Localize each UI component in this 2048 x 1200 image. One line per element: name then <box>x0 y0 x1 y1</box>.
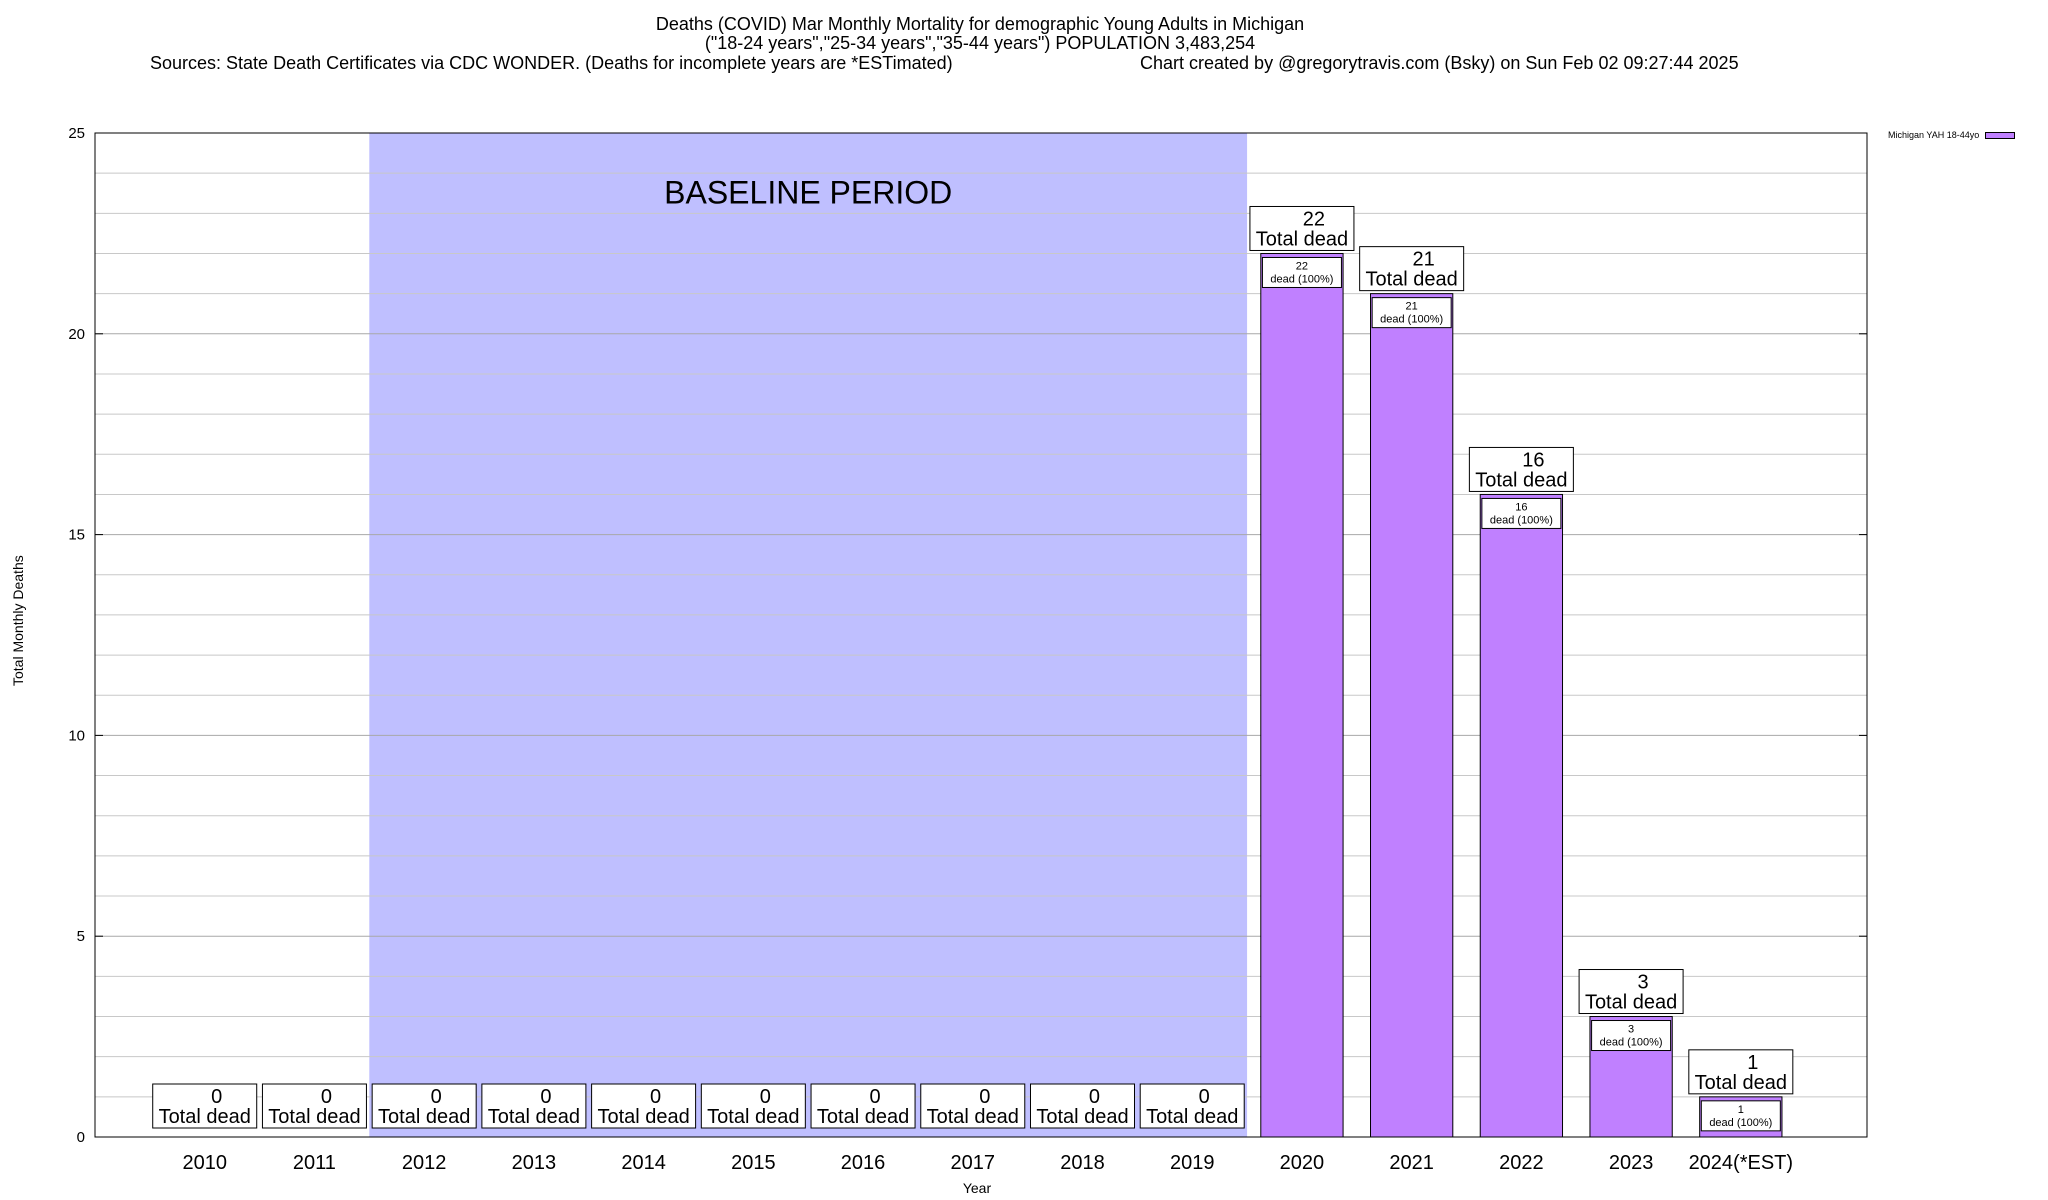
total-label: Total dead <box>1585 992 1677 1014</box>
total-count: 0 <box>431 1086 442 1108</box>
chart-source-note: Sources: State Death Certificates via CD… <box>150 53 953 73</box>
total-label: Total dead <box>1475 469 1567 491</box>
total-count: 0 <box>1199 1086 1210 1108</box>
y-tick-label: 20 <box>68 326 85 343</box>
y-tick-label: 5 <box>77 928 85 945</box>
total-count: 0 <box>650 1086 661 1108</box>
x-tick-label: 2017 <box>951 1152 996 1174</box>
legend-label: Michigan YAH 18-44yo <box>1888 130 1980 140</box>
total-count: 1 <box>1747 1052 1758 1074</box>
total-label-box <box>1468 446 1574 492</box>
total-label: Total dead <box>378 1106 470 1128</box>
total-label: Total dead <box>1036 1106 1128 1128</box>
total-label-box <box>261 1083 367 1129</box>
total-label: Total dead <box>1366 269 1458 291</box>
total-label: Total dead <box>1256 228 1348 250</box>
legend: Michigan YAH 18-44yo <box>1888 130 2016 140</box>
bar <box>1479 493 1564 1138</box>
total-count: 0 <box>321 1086 332 1108</box>
baseline-region <box>369 133 1248 1137</box>
x-tick-label: 2016 <box>841 1152 886 1174</box>
x-tick-label: 2012 <box>402 1152 447 1174</box>
total-label-box <box>591 1083 697 1129</box>
total-label-box <box>152 1083 258 1129</box>
x-axis-label: Year <box>962 1180 992 1196</box>
x-tick-label: 2014 <box>621 1152 666 1174</box>
legend-swatch <box>1985 132 2016 140</box>
total-label: Total dead <box>707 1106 799 1128</box>
total-count: 16 <box>1522 449 1544 471</box>
total-label-box <box>371 1083 477 1129</box>
bar-inner-count: 22 <box>1296 260 1308 272</box>
chart-title-line-2: ("18-24 years","25-34 years","35-44 year… <box>704 33 1256 53</box>
total-label-box <box>1029 1083 1135 1129</box>
bar-inner-label-box <box>1371 297 1452 329</box>
total-count: 3 <box>1638 972 1649 994</box>
plot-frame <box>94 132 1868 1138</box>
y-tick-label: 15 <box>68 527 85 544</box>
total-count: 0 <box>869 1086 880 1108</box>
bar-inner-label-box <box>1481 497 1562 529</box>
total-count: 0 <box>540 1086 551 1108</box>
x-tick-label: 2021 <box>1389 1152 1434 1174</box>
total-label-box <box>700 1083 806 1129</box>
total-label: Total dead <box>1146 1106 1238 1128</box>
bar-inner-count: 21 <box>1406 301 1418 313</box>
y-tick-label: 10 <box>68 727 85 744</box>
total-count: 0 <box>211 1086 222 1108</box>
total-label-box <box>810 1083 916 1129</box>
chart-title-line-1: Deaths (COVID) Mar Monthly Mortality for… <box>655 14 1305 34</box>
x-tick-label: 2015 <box>731 1152 776 1174</box>
x-tick-label: 2010 <box>182 1152 227 1174</box>
baseline-label: BASELINE PERIOD <box>664 174 952 210</box>
total-label-box <box>1578 969 1684 1015</box>
x-tick-label: 2018 <box>1060 1152 1105 1174</box>
bar <box>1260 252 1344 1138</box>
bar-inner-label-box <box>1591 1020 1672 1052</box>
bar-inner-count: 3 <box>1628 1024 1634 1036</box>
x-tick-label: 2022 <box>1499 1152 1544 1174</box>
total-label: Total dead <box>817 1106 909 1128</box>
bar-inner-label: dead (100%) <box>1490 514 1553 526</box>
bar-inner-count: 16 <box>1515 501 1527 513</box>
y-tick-label: 25 <box>68 125 85 142</box>
total-label: Total dead <box>927 1106 1019 1128</box>
total-count: 0 <box>979 1086 990 1108</box>
total-count: 0 <box>1089 1086 1100 1108</box>
total-label-box <box>1249 205 1355 251</box>
total-label: Total dead <box>488 1106 580 1128</box>
x-tick-label: 2013 <box>512 1152 557 1174</box>
bar-inner-label: dead (100%) <box>1600 1037 1663 1049</box>
y-axis-label: Total Monthly Deaths <box>10 555 26 686</box>
total-label-box <box>1139 1083 1245 1129</box>
total-label-box <box>481 1083 587 1129</box>
total-label: Total dead <box>268 1106 360 1128</box>
y-tick-label: 0 <box>77 1129 85 1146</box>
x-tick-label: 2019 <box>1170 1152 1215 1174</box>
bar-inner-label-box <box>1700 1100 1781 1132</box>
bar-inner-label-box <box>1261 256 1342 288</box>
x-tick-label: 2011 <box>293 1152 336 1174</box>
x-tick-label: 2020 <box>1280 1152 1325 1174</box>
chart-credit: Chart created by @gregorytravis.com (Bsk… <box>1140 53 1739 73</box>
total-label-box <box>1359 246 1465 292</box>
total-label: Total dead <box>597 1106 689 1128</box>
total-count: 0 <box>760 1086 771 1108</box>
bar <box>1370 293 1454 1138</box>
total-count: 21 <box>1413 249 1435 271</box>
total-label: Total dead <box>1695 1072 1787 1094</box>
total-label: Total dead <box>159 1106 251 1128</box>
total-label-box <box>1688 1049 1794 1095</box>
total-count: 22 <box>1303 208 1325 230</box>
bar-inner-label: dead (100%) <box>1709 1117 1772 1129</box>
x-tick-label: 2023 <box>1609 1152 1654 1174</box>
bar-inner-label: dead (100%) <box>1270 273 1333 285</box>
bar-inner-count: 1 <box>1738 1104 1744 1116</box>
total-label-box <box>920 1083 1026 1129</box>
bar-inner-label: dead (100%) <box>1380 314 1443 326</box>
x-tick-label: 2024(*EST) <box>1689 1152 1794 1174</box>
